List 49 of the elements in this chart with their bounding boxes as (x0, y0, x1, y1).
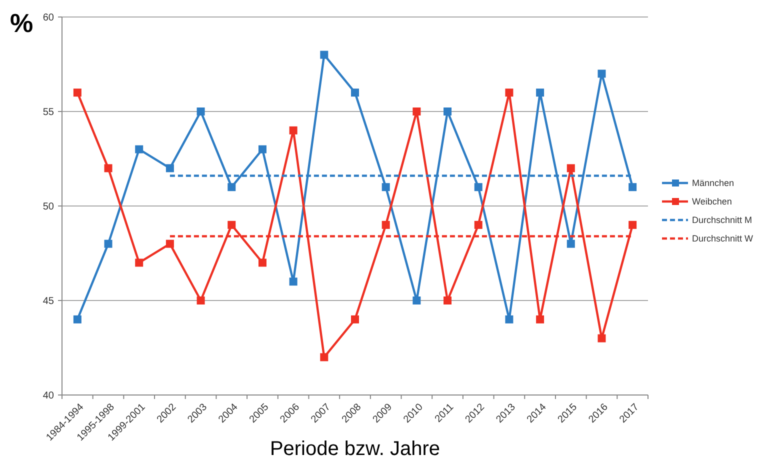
point (444, 108, 452, 116)
point (505, 88, 514, 97)
legend-label: Weibchen (692, 196, 732, 207)
point (505, 315, 514, 324)
point (135, 145, 144, 154)
y-tick-label: 45 (42, 296, 54, 307)
y-axis-title: % (10, 8, 34, 38)
point (351, 88, 359, 97)
point (628, 183, 637, 192)
y-tick-label: 50 (42, 202, 54, 212)
y-tick-label: 40 (42, 390, 54, 402)
point (474, 183, 482, 192)
point (258, 258, 266, 267)
point (135, 258, 144, 267)
point (73, 315, 82, 324)
point (320, 50, 328, 59)
point (351, 315, 359, 324)
y-tick-label: 55 (42, 107, 54, 118)
point (166, 240, 174, 248)
point (104, 240, 112, 248)
point (228, 183, 236, 192)
point (104, 164, 112, 172)
point (73, 88, 82, 97)
point (444, 296, 452, 304)
point (196, 296, 205, 304)
point (289, 126, 298, 134)
point (412, 296, 421, 304)
point (566, 164, 575, 172)
legend-label: Durchschnitt M (692, 215, 752, 226)
point (598, 70, 606, 78)
legend-label: Durchschnitt W (692, 234, 754, 244)
point (566, 240, 575, 248)
point (320, 353, 328, 362)
point (228, 220, 236, 229)
x-axis-title: Periode bzw. Jahre (270, 438, 440, 460)
point (382, 220, 390, 229)
point (628, 220, 637, 229)
point (382, 183, 390, 192)
point (598, 334, 606, 342)
point (258, 145, 266, 154)
point (196, 108, 205, 116)
point (289, 278, 298, 286)
point (536, 315, 544, 324)
y-tick-label: 60 (42, 12, 54, 24)
point (412, 108, 421, 116)
point (536, 88, 544, 97)
point (474, 220, 482, 229)
point (166, 164, 174, 172)
legend-label: Männchen (692, 178, 734, 188)
